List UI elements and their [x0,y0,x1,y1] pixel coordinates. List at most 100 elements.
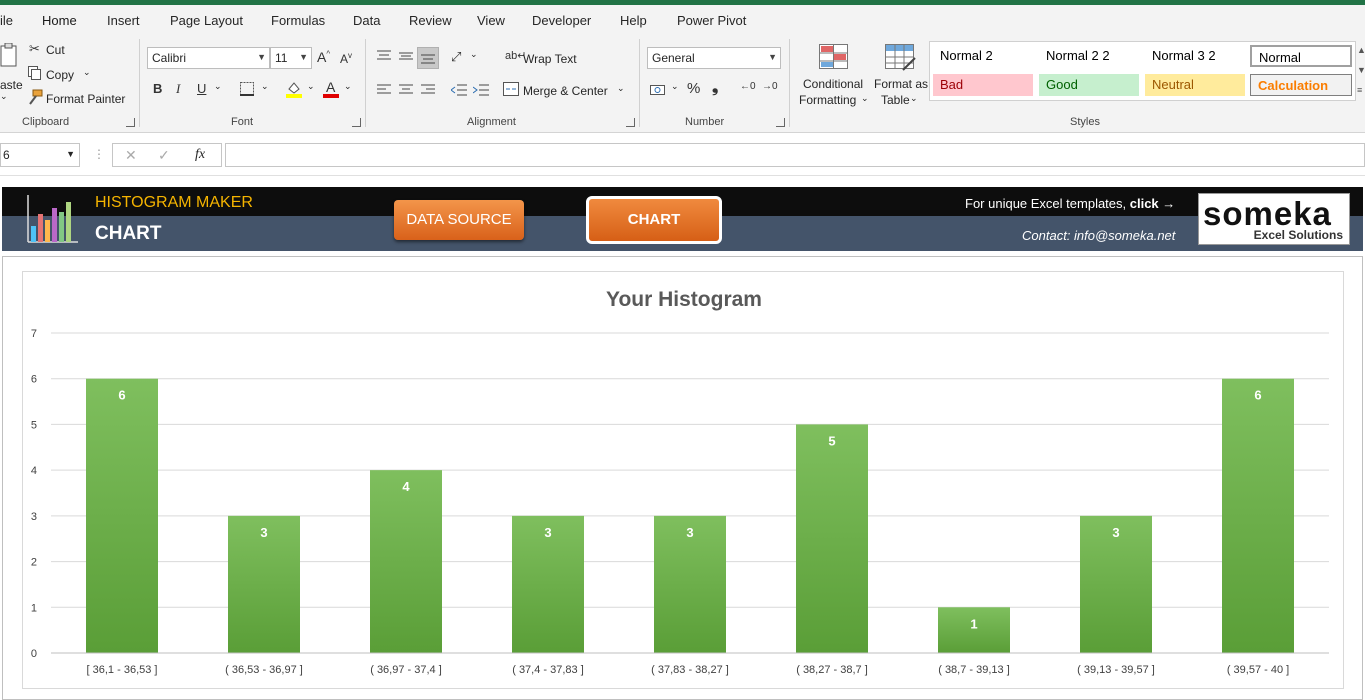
histogram-bar[interactable] [228,515,300,653]
decrease-indent-icon[interactable] [451,83,467,97]
copy-button[interactable]: Copy [46,68,75,82]
chevron-down-icon[interactable]: ⌄ [344,81,352,91]
number-launcher-icon[interactable] [776,118,785,127]
format-painter-button[interactable]: Format Painter [46,92,126,106]
underline-button[interactable]: U [197,81,207,96]
percent-style-icon[interactable]: % [687,80,701,97]
chevron-down-icon[interactable]: ⌄ [214,81,222,91]
tab-power-pivot[interactable]: Power Pivot [677,13,747,28]
tab-file[interactable]: ile [0,13,14,28]
decrease-decimal-icon[interactable]: →0 [762,81,778,92]
chevron-down-icon[interactable]: ⌄ [617,83,625,93]
format-as-table-icon[interactable] [885,44,917,72]
style-normal-2-2[interactable]: Normal 2 2 [1039,45,1139,67]
histogram-bar[interactable] [938,607,1010,653]
contact-text[interactable]: Contact: info@someka.net [1022,228,1176,243]
chart-sheet-area: Your Histogram 0 1 2 3 4 5 6 7 6 [ 36,1 - 36,53 ]… [2,256,1363,700]
increase-font-size-icon[interactable]: A^ [317,49,331,65]
clipboard-launcher-icon[interactable] [126,118,135,127]
chevron-down-icon[interactable]: ⌄ [470,49,478,59]
insert-function-button[interactable]: fx [195,147,206,162]
chevron-down-icon[interactable]: ⌄ [861,93,869,103]
format-as-table-line2[interactable]: Table [881,93,910,107]
tab-view[interactable]: View [477,13,505,28]
histogram-bar[interactable] [654,515,726,653]
align-middle-icon[interactable] [399,50,413,62]
alignment-launcher-icon[interactable] [626,118,635,127]
styles-scroll-down-icon[interactable]: ▼ [1357,65,1365,75]
merge-center-icon[interactable] [503,82,519,96]
tab-home[interactable]: Home [42,13,77,28]
style-normal-3-2[interactable]: Normal 3 2 [1145,45,1245,67]
histogram-bar[interactable] [86,378,158,653]
comma-style-icon[interactable]: ❟ [712,79,719,96]
chart-button[interactable]: CHART [586,196,722,244]
styles-scroll-up-icon[interactable]: ▲ [1357,45,1365,55]
tab-page-layout[interactable]: Page Layout [170,13,244,28]
chevron-down-icon[interactable]: ⌄ [671,81,679,91]
accounting-format-icon[interactable] [650,83,668,97]
conditional-formatting-line1[interactable]: Conditional [803,77,864,91]
font-color-icon[interactable]: A [323,79,339,99]
increase-decimal-icon[interactable]: ←0 [740,81,756,92]
someka-logo[interactable]: someka Excel Solutions [1198,193,1350,245]
tab-developer[interactable]: Developer [532,13,592,28]
promo-link[interactable]: click → [1129,196,1176,211]
data-source-button[interactable]: DATA SOURCE [394,200,524,240]
histogram-chart[interactable]: Your Histogram 0 1 2 3 4 5 6 7 6 [ 36,1 - 36,53 ]… [22,271,1344,689]
align-right-icon[interactable] [421,84,435,96]
style-calculation[interactable]: Calculation [1250,74,1352,96]
align-center-icon[interactable] [399,84,413,96]
decrease-font-size-icon[interactable]: Av [340,51,353,66]
paste-icon[interactable] [0,43,20,69]
style-neutral[interactable]: Neutral [1145,74,1245,96]
format-as-table-line1[interactable]: Format as [874,77,929,91]
copy-dropdown-icon[interactable]: ⌄ [83,67,91,77]
style-normal[interactable]: Normal [1250,45,1352,67]
histogram-bar[interactable] [1080,515,1152,653]
histogram-bar[interactable] [796,424,868,653]
paste-dropdown-icon[interactable]: ⌄ [0,91,8,101]
merge-center-button[interactable]: Merge & Center [523,84,608,98]
cancel-icon[interactable]: ✕ [125,147,137,163]
histogram-bar[interactable] [512,515,584,653]
bold-button[interactable]: B [153,81,163,96]
font-size-select[interactable]: 11 ▼ [270,47,312,69]
wrap-text-button[interactable]: Wrap Text [523,52,577,66]
formula-input[interactable] [225,143,1365,167]
fill-color-icon[interactable] [286,80,302,98]
align-left-icon[interactable] [377,84,391,96]
cut-button[interactable]: Cut [46,43,65,57]
italic-button[interactable]: I [176,81,181,96]
copy-icon[interactable] [28,66,42,80]
align-top-icon[interactable] [377,50,391,62]
chevron-down-icon[interactable]: ⌄ [261,81,269,91]
tab-help[interactable]: Help [620,13,647,28]
chevron-down-icon[interactable]: ⌄ [307,81,315,91]
name-box[interactable]: 6 ▼ [0,143,80,167]
chevron-down-icon[interactable]: ⌄ [910,93,918,103]
tab-review[interactable]: Review [409,13,452,28]
conditional-formatting-line2[interactable]: Formatting [799,93,857,107]
wrap-text-icon[interactable]: ab↵ [505,50,527,62]
increase-indent-icon[interactable] [473,83,489,97]
tab-data[interactable]: Data [353,13,381,28]
number-format-select[interactable]: General ▼ [647,47,781,69]
font-name-select[interactable]: Calibri ▼ [147,47,270,69]
cut-icon[interactable]: ✂ [29,41,40,56]
orientation-icon[interactable]: ⤢ [451,49,462,64]
font-launcher-icon[interactable] [352,118,361,127]
borders-icon[interactable] [240,82,254,96]
style-bad[interactable]: Bad [933,74,1033,96]
tab-formulas[interactable]: Formulas [271,13,326,28]
conditional-formatting-icon[interactable] [819,44,849,70]
paste-button[interactable]: aste [0,78,23,92]
enter-icon[interactable]: ✓ [158,147,170,163]
styles-more-icon[interactable]: ≡ [1357,85,1363,95]
tab-insert[interactable]: Insert [107,13,140,28]
style-good[interactable]: Good [1039,74,1139,96]
histogram-bar[interactable] [370,470,442,653]
style-normal-2[interactable]: Normal 2 [933,45,1033,67]
format-painter-icon[interactable] [27,89,43,105]
histogram-bar[interactable] [1222,378,1294,653]
